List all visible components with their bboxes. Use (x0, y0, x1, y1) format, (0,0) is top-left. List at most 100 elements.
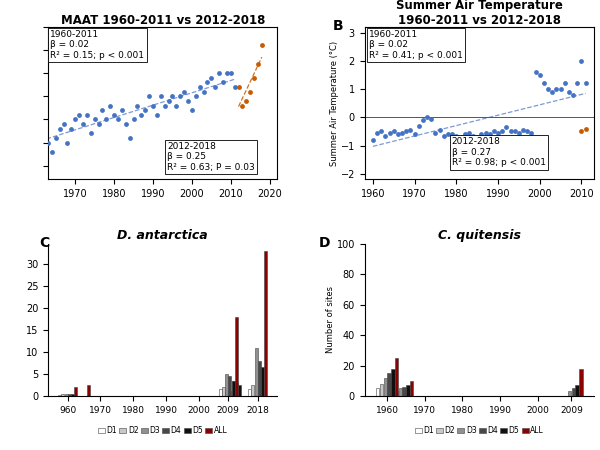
Text: 2012-2018
β = 0.25
R² = 0.63; P = 0.03: 2012-2018 β = 0.25 R² = 0.63; P = 0.03 (167, 142, 255, 172)
Bar (380, 384, 383, 396)
Title: D. antarctica: D. antarctica (118, 230, 208, 243)
Point (385, 129, 394, 136)
Point (510, 128, 520, 135)
Point (226, 70, 236, 77)
Bar (225, 392, 228, 396)
Bar (58, 395, 61, 396)
Point (581, 80, 590, 87)
Bar (251, 385, 254, 396)
Point (502, 124, 511, 131)
Point (230, 83, 239, 90)
Text: C: C (39, 236, 49, 250)
Bar (410, 381, 413, 396)
Point (117, 107, 127, 114)
Point (113, 116, 123, 123)
Bar (391, 369, 395, 396)
Bar (71, 394, 74, 396)
Point (539, 80, 549, 87)
Text: D: D (319, 236, 330, 250)
Point (191, 93, 200, 100)
Bar (406, 385, 410, 396)
Bar (254, 347, 257, 396)
Point (506, 128, 515, 135)
Point (485, 130, 494, 138)
Point (106, 102, 115, 109)
Point (431, 129, 440, 136)
Point (109, 111, 119, 118)
Point (43, 139, 53, 146)
Point (406, 126, 415, 134)
Point (245, 88, 255, 95)
Bar (232, 381, 235, 396)
Point (414, 122, 424, 130)
Text: 1960-2011
β = 0.02
R² = 0.41; p < 0.001: 1960-2011 β = 0.02 R² = 0.41; p < 0.001 (369, 30, 463, 60)
Bar (248, 389, 251, 396)
Point (253, 60, 263, 68)
Point (175, 93, 185, 100)
Bar (235, 383, 238, 396)
Point (514, 129, 524, 136)
Point (140, 107, 150, 114)
Point (464, 129, 473, 136)
Bar (74, 387, 77, 396)
Point (452, 132, 461, 140)
Point (148, 102, 158, 109)
Point (78, 121, 88, 128)
Text: 2012-2018
β = 0.27
R² = 0.98; p < 0.001: 2012-2018 β = 0.27 R² = 0.98; p < 0.001 (452, 138, 546, 167)
Point (389, 128, 398, 135)
Point (133, 102, 142, 109)
Title: MAAT 1960-2011 vs 2012-2018: MAAT 1960-2011 vs 2012-2018 (61, 14, 265, 27)
Bar (388, 373, 391, 396)
Bar (222, 387, 225, 396)
Point (401, 128, 411, 135)
Point (547, 88, 557, 95)
Bar (258, 361, 261, 396)
Point (67, 125, 76, 132)
Bar (568, 392, 571, 396)
Bar (395, 392, 398, 396)
Point (393, 130, 403, 138)
Point (551, 86, 561, 93)
Point (199, 88, 208, 95)
Point (535, 72, 545, 79)
Point (125, 134, 134, 141)
Point (40, 130, 49, 137)
Bar (65, 394, 68, 396)
Bar (229, 376, 232, 396)
Point (493, 129, 503, 136)
Point (82, 111, 92, 118)
Bar (88, 385, 91, 396)
Point (167, 93, 177, 100)
Legend: D1, D2, D3, D4, D5, ALL: D1, D2, D3, D4, D5, ALL (95, 423, 230, 438)
Bar (261, 367, 264, 396)
Point (556, 86, 565, 93)
Point (531, 68, 541, 76)
Point (439, 132, 449, 140)
Y-axis label: Summer Air Temperature (°C): Summer Air Temperature (°C) (330, 40, 339, 166)
Point (172, 102, 181, 109)
Bar (579, 369, 583, 396)
Point (410, 130, 419, 138)
Point (137, 111, 146, 118)
Point (187, 107, 197, 114)
Point (214, 70, 224, 77)
Bar (229, 391, 232, 396)
Bar (403, 387, 406, 396)
Point (472, 134, 482, 141)
Bar (238, 385, 241, 396)
Point (527, 129, 536, 136)
Point (179, 88, 189, 95)
Point (581, 125, 590, 132)
Point (523, 128, 532, 135)
Point (98, 107, 107, 114)
Point (218, 79, 228, 86)
Point (481, 129, 490, 136)
Point (448, 130, 457, 138)
Legend: D1, D2, D3, D4, D5, ALL: D1, D2, D3, D4, D5, ALL (412, 423, 547, 438)
Title: Summer Air Temperature
1960-2011 vs 2012-2018: Summer Air Temperature 1960-2011 vs 2012… (396, 0, 563, 27)
Point (160, 102, 169, 109)
Point (206, 74, 216, 81)
Point (195, 83, 205, 90)
Point (397, 129, 407, 136)
Bar (61, 394, 64, 396)
